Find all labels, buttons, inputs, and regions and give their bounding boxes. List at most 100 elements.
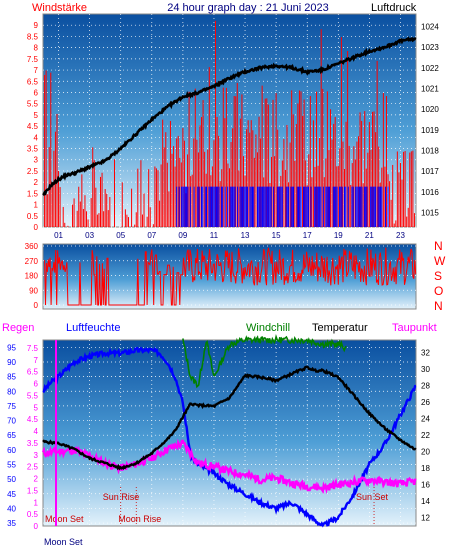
temperature-tick-32: 32	[421, 348, 430, 357]
rain-tick-6: 6	[34, 380, 39, 389]
temperature-tick-30: 30	[421, 365, 430, 374]
windchill-line	[182, 334, 347, 389]
direction-axis-ticks: 360 270 180 90 0	[25, 242, 39, 310]
humidity-tick-50: 50	[7, 475, 16, 484]
direction-tick-270: 270	[25, 257, 39, 266]
humidity-tick-65: 65	[7, 431, 16, 440]
legend-3: Temperatur	[312, 322, 368, 334]
wind-tick-4.5: 4.5	[27, 122, 39, 131]
wind-tick-2: 2	[34, 178, 39, 187]
humidity-tick-40: 40	[7, 504, 16, 513]
hour-tick-11: 11	[210, 231, 219, 240]
legend-1: Luftfeuchte	[66, 322, 120, 334]
wind-tick-7.5: 7.5	[27, 55, 39, 64]
compass-letter-0: N	[434, 239, 443, 253]
temperature-tick-12: 12	[421, 514, 430, 523]
rain-tick-4: 4	[34, 427, 39, 436]
hour-tick-17: 17	[303, 231, 312, 240]
pressure-tick-1024: 1024	[421, 22, 439, 31]
temperature-tick-18: 18	[421, 464, 430, 473]
rain-tick-1.5: 1.5	[27, 486, 39, 495]
rain-tick-2.5: 2.5	[27, 463, 39, 472]
bottom-moon-set: Moon Set	[44, 537, 83, 547]
hour-tick-19: 19	[334, 231, 343, 240]
legend-4: Taupunkt	[392, 322, 437, 334]
pressure-axis-ticks: 1024 1023 1022 1021 1020 1019 1018 1017 1016 1015	[421, 22, 439, 217]
wind-direction-line	[44, 247, 417, 306]
wind-axis-ticks: 9 8.5 8 7.5 7 6.5 6 5.5 5 4.5 4 3.5 3 2.5 2 1.5 1 0.5 0	[27, 21, 39, 232]
rain-tick-3.5: 3.5	[27, 439, 39, 448]
annotation-0: Moon Set	[45, 514, 84, 524]
wind-tick-9: 9	[34, 21, 39, 30]
annotation-2: Moon Rise	[118, 514, 161, 524]
direction-tick-180: 180	[25, 272, 39, 281]
humidity-tick-75: 75	[7, 402, 16, 411]
humidity-tick-45: 45	[7, 490, 16, 499]
wind-tick-6.5: 6.5	[27, 77, 39, 86]
hour-tick-03: 03	[85, 231, 94, 240]
wind-tick-0.5: 0.5	[27, 212, 39, 221]
temperature-tick-22: 22	[421, 431, 430, 440]
pressure-tick-1023: 1023	[421, 43, 439, 52]
humidity-tick-60: 60	[7, 446, 16, 455]
panel3-grid	[43, 340, 416, 526]
hour-tick-05: 05	[116, 231, 125, 240]
hour-tick-13: 13	[241, 231, 250, 240]
wind-tick-6: 6	[34, 88, 39, 97]
direction-tick-360: 360	[25, 242, 39, 251]
compass-letter-1: W	[434, 254, 446, 268]
temperature-tick-26: 26	[421, 398, 430, 407]
temperature-axis-ticks: 32 30 28 26 24 22 20 18 16 14 12	[421, 348, 430, 522]
annotation-3: Sun Set	[356, 492, 389, 502]
rain-tick-7.5: 7.5	[27, 344, 39, 353]
rain-tick-0: 0	[34, 522, 39, 531]
temperature-tick-24: 24	[421, 415, 430, 424]
hour-tick-09: 09	[178, 231, 187, 240]
rain-tick-3: 3	[34, 451, 39, 460]
rain-tick-6.5: 6.5	[27, 368, 39, 377]
rain-axis-ticks: 7.5 7 6.5 6 5.5 5 4.5 4 3.5 3 2.5 2 1.5 1 0.5 0	[27, 344, 39, 531]
pressure-tick-1018: 1018	[421, 146, 439, 155]
wind-average-bars	[176, 186, 389, 227]
pressure-tick-1021: 1021	[421, 84, 439, 93]
annotation-1: Sun Rise	[103, 492, 140, 502]
wind-tick-4: 4	[34, 133, 39, 142]
temperature-tick-14: 14	[421, 497, 430, 506]
direction-tick-0: 0	[34, 301, 39, 310]
pressure-tick-1019: 1019	[421, 126, 439, 135]
wind-tick-0: 0	[34, 223, 39, 232]
humidity-tick-55: 55	[7, 460, 16, 469]
pressure-line	[42, 36, 417, 197]
temperature-tick-28: 28	[421, 381, 430, 390]
temperature-tick-16: 16	[421, 481, 430, 490]
compass-letter-3: O	[434, 284, 443, 298]
humidity-tick-90: 90	[7, 358, 16, 367]
wind-tick-1.5: 1.5	[27, 189, 39, 198]
pressure-tick-1015: 1015	[421, 209, 439, 218]
hour-tick-01: 01	[54, 231, 63, 240]
pressure-tick-1022: 1022	[421, 64, 439, 73]
legend-0: Regen	[2, 322, 34, 334]
wind-tick-7: 7	[34, 66, 39, 75]
wind-tick-2.5: 2.5	[27, 167, 39, 176]
legend-2: Windchill	[246, 322, 290, 334]
sun-moon-annotations: Moon Set Sun Rise Moon Rise Sun Set	[45, 486, 389, 524]
humidity-tick-70: 70	[7, 417, 16, 426]
wind-tick-5.5: 5.5	[27, 100, 39, 109]
wind-tick-1: 1	[34, 201, 39, 210]
humidity-line	[42, 346, 417, 528]
humidity-axis-ticks: 95 90 85 80 75 70 65 60 55 50 45 40 35	[7, 343, 16, 528]
panel-wind-pressure: Windstärke 24 hour graph day : 21 Juni 2…	[27, 2, 439, 240]
wind-tick-8: 8	[34, 44, 39, 53]
humidity-tick-35: 35	[7, 519, 16, 528]
compass-letter-2: S	[434, 269, 442, 283]
direction-tick-90: 90	[29, 286, 38, 295]
compass-letter-4: N	[434, 299, 443, 313]
rain-tick-5: 5	[34, 403, 39, 412]
rain-tick-7: 7	[34, 356, 39, 365]
hour-axis-ticks: 01 03 05 07 09 11 13 15 17 19 21 23	[54, 231, 405, 240]
wind-tick-3: 3	[34, 156, 39, 165]
rain-tick-0.5: 0.5	[27, 510, 39, 519]
wind-label: Windstärke	[32, 2, 87, 14]
